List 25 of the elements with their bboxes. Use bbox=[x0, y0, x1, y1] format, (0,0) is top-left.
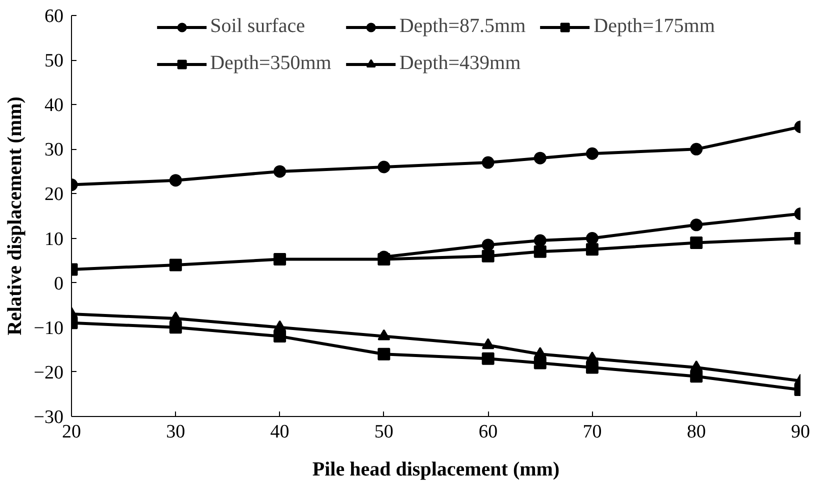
x-tick-label: 90 bbox=[791, 422, 810, 442]
x-tick-label: 40 bbox=[270, 422, 290, 442]
x-tick-label: 70 bbox=[582, 422, 602, 442]
x-tick-label: 20 bbox=[62, 422, 81, 442]
y-tick-label: 0 bbox=[54, 273, 64, 294]
y-tick-label: −10 bbox=[34, 318, 64, 339]
legend-label: Soil surface bbox=[210, 15, 306, 38]
x-tick-label: 50 bbox=[374, 422, 394, 442]
y-tick-label: 40 bbox=[44, 95, 64, 116]
legend-label: Depth=87.5mm bbox=[399, 15, 526, 38]
y-tick-label: 10 bbox=[44, 228, 64, 250]
y-tick-label: 50 bbox=[44, 50, 64, 72]
legend-label: Depth=350mm bbox=[210, 52, 332, 75]
y-tick-label: −30 bbox=[34, 407, 64, 428]
y-tick-label: −20 bbox=[34, 362, 64, 384]
x-tick-label: 30 bbox=[166, 422, 186, 442]
legend-label: Depth=439mm bbox=[399, 52, 521, 75]
x-tick-label: 80 bbox=[686, 422, 706, 442]
y-axis-title: Relative displacement (mm) bbox=[4, 96, 26, 336]
x-axis-title: Pile head displacement (mm) bbox=[312, 458, 560, 480]
y-tick-label: 20 bbox=[44, 184, 64, 206]
y-tick-label: 60 bbox=[44, 6, 64, 27]
x-tick-label: 60 bbox=[478, 422, 498, 442]
y-tick-label: 30 bbox=[44, 140, 64, 161]
legend-label: Depth=175mm bbox=[594, 15, 715, 38]
